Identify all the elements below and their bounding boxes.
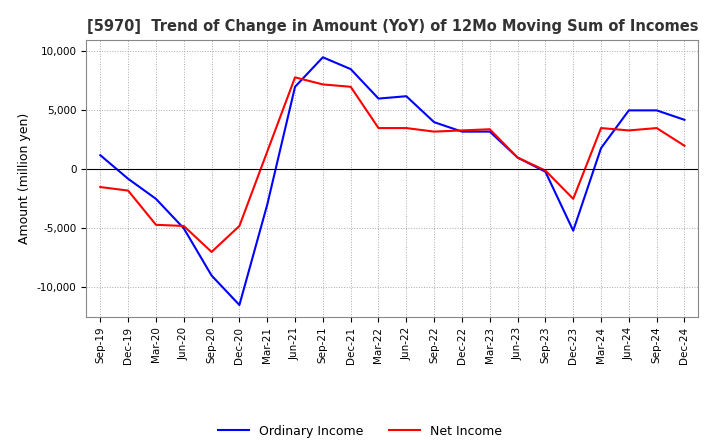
Net Income xyxy=(597,125,606,131)
Ordinary Income xyxy=(318,55,327,60)
Legend: Ordinary Income, Net Income: Ordinary Income, Net Income xyxy=(213,420,507,440)
Ordinary Income xyxy=(541,169,550,174)
Net Income xyxy=(96,184,104,190)
Net Income xyxy=(680,143,689,148)
Ordinary Income xyxy=(263,202,271,207)
Net Income xyxy=(318,82,327,87)
Y-axis label: Amount (million yen): Amount (million yen) xyxy=(19,113,32,244)
Ordinary Income xyxy=(597,146,606,151)
Ordinary Income xyxy=(458,129,467,134)
Net Income xyxy=(235,224,243,229)
Ordinary Income xyxy=(485,129,494,134)
Ordinary Income xyxy=(652,108,661,113)
Net Income xyxy=(346,84,355,89)
Net Income xyxy=(458,128,467,133)
Net Income xyxy=(402,125,410,131)
Net Income xyxy=(513,155,522,160)
Ordinary Income xyxy=(624,108,633,113)
Net Income xyxy=(374,125,383,131)
Ordinary Income xyxy=(235,302,243,308)
Ordinary Income xyxy=(207,273,216,278)
Net Income xyxy=(124,188,132,193)
Net Income xyxy=(569,196,577,202)
Net Income xyxy=(652,125,661,131)
Line: Ordinary Income: Ordinary Income xyxy=(100,57,685,305)
Net Income xyxy=(207,249,216,255)
Net Income xyxy=(541,168,550,173)
Net Income xyxy=(624,128,633,133)
Ordinary Income xyxy=(430,120,438,125)
Ordinary Income xyxy=(680,117,689,122)
Ordinary Income xyxy=(152,196,161,202)
Ordinary Income xyxy=(179,226,188,231)
Ordinary Income xyxy=(374,96,383,101)
Ordinary Income xyxy=(124,176,132,181)
Net Income xyxy=(179,224,188,229)
Ordinary Income xyxy=(96,153,104,158)
Net Income xyxy=(485,127,494,132)
Line: Net Income: Net Income xyxy=(100,77,685,252)
Net Income xyxy=(430,129,438,134)
Ordinary Income xyxy=(513,155,522,160)
Ordinary Income xyxy=(346,66,355,72)
Title: [5970]  Trend of Change in Amount (YoY) of 12Mo Moving Sum of Incomes: [5970] Trend of Change in Amount (YoY) o… xyxy=(86,19,698,34)
Net Income xyxy=(152,222,161,227)
Ordinary Income xyxy=(291,84,300,89)
Net Income xyxy=(263,149,271,154)
Ordinary Income xyxy=(569,228,577,233)
Net Income xyxy=(291,75,300,80)
Ordinary Income xyxy=(402,94,410,99)
